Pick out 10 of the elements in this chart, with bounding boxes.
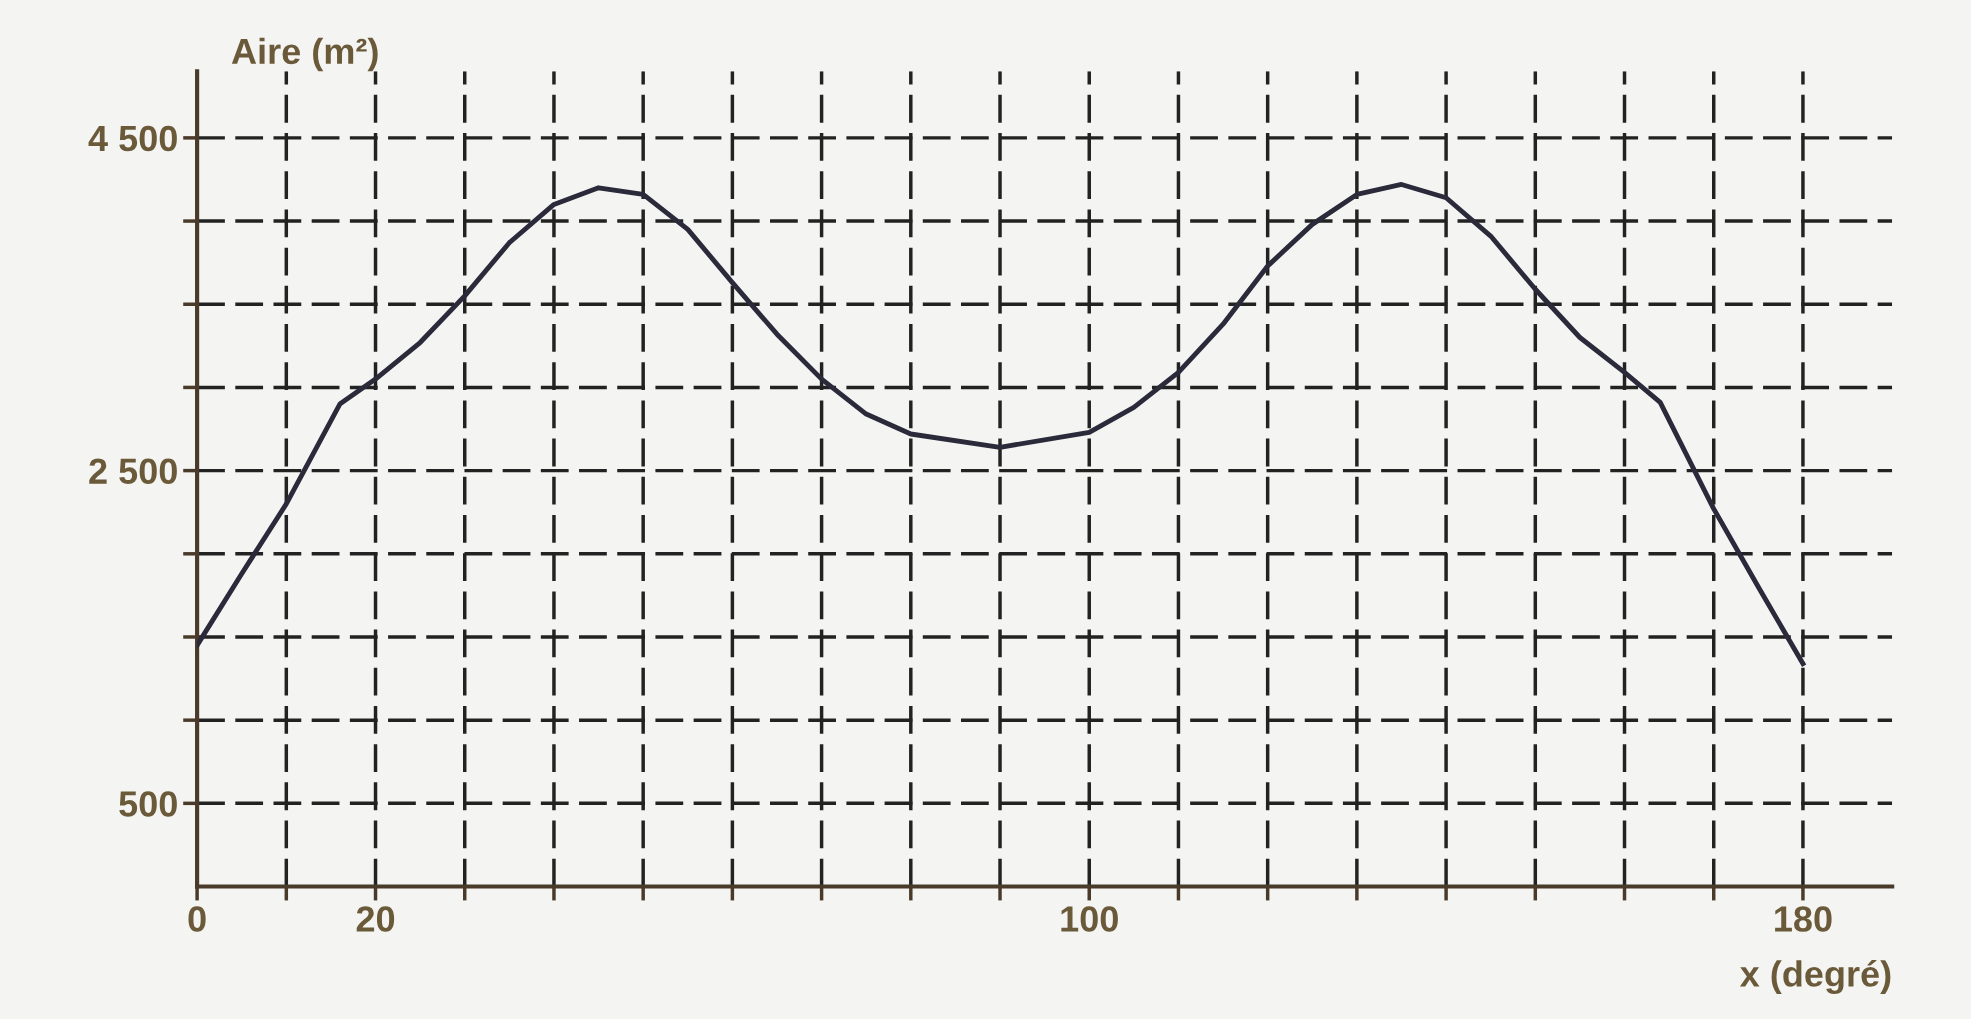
x-tick-label: 180 bbox=[1775, 906, 1832, 932]
x-axis-title: x (degré) bbox=[1739, 959, 1891, 995]
y-axis-title: Aire (m²) bbox=[231, 37, 378, 72]
y-tick-label: 2 500 bbox=[89, 458, 177, 485]
x-tick-label: 20 bbox=[356, 906, 395, 932]
y-tick-label: 500 bbox=[119, 791, 177, 817]
x-tick-label: 0 bbox=[188, 906, 206, 932]
x-tick-label: 100 bbox=[1061, 906, 1118, 932]
line-series bbox=[197, 182, 1806, 667]
y-tick-label: 4 500 bbox=[88, 125, 177, 152]
